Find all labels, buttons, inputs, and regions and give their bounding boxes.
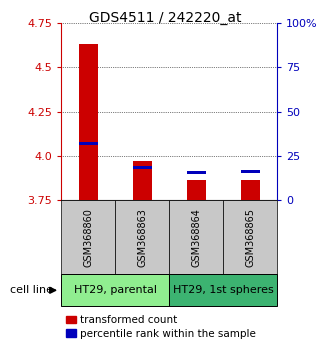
Text: GSM368864: GSM368864	[191, 208, 201, 267]
Bar	[169, 200, 223, 274]
Bar	[61, 200, 115, 274]
Text: GSM368860: GSM368860	[83, 208, 93, 267]
Bar	[223, 200, 277, 274]
Bar	[241, 179, 260, 200]
Bar	[61, 274, 169, 306]
Bar	[169, 274, 277, 306]
Text: HT29, parental: HT29, parental	[74, 285, 157, 295]
Bar	[115, 200, 169, 274]
Text: HT29, 1st spheres: HT29, 1st spheres	[173, 285, 274, 295]
Bar	[133, 161, 151, 200]
Text: GDS4511 / 242220_at: GDS4511 / 242220_at	[89, 11, 241, 25]
Legend: transformed count, percentile rank within the sample: transformed count, percentile rank withi…	[66, 315, 256, 339]
Bar	[133, 166, 151, 169]
Text: GSM368863: GSM368863	[137, 208, 147, 267]
Bar	[79, 44, 98, 200]
Text: GSM368865: GSM368865	[245, 208, 255, 267]
Bar	[79, 142, 98, 145]
Bar	[241, 170, 260, 173]
Text: cell line: cell line	[10, 285, 53, 295]
Bar	[187, 179, 206, 200]
Bar	[187, 171, 206, 174]
